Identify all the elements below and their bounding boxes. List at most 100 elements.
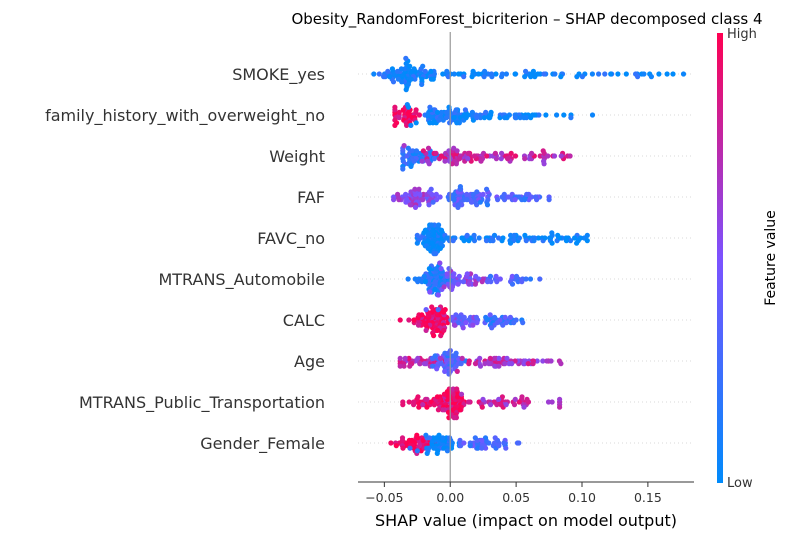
shap-point xyxy=(476,235,482,241)
shap-point xyxy=(549,399,555,405)
shap-point xyxy=(635,74,641,80)
shap-point xyxy=(524,396,530,402)
shap-point xyxy=(389,66,395,72)
shap-point xyxy=(552,71,558,77)
shap-point xyxy=(417,361,423,367)
shap-point xyxy=(420,63,426,69)
shap-point xyxy=(502,314,508,320)
shap-point xyxy=(430,435,436,441)
shap-point xyxy=(444,271,450,277)
shap-point xyxy=(394,68,401,74)
shap-point xyxy=(427,289,433,295)
shap-point xyxy=(433,266,439,272)
shap-point xyxy=(457,407,463,413)
shap-point xyxy=(567,153,573,159)
shap-point xyxy=(507,314,513,320)
shap-point xyxy=(501,191,507,197)
shap-point xyxy=(396,109,402,115)
shap-point xyxy=(407,63,413,69)
shap-point xyxy=(498,156,504,162)
shap-point xyxy=(482,361,488,367)
shap-point xyxy=(460,325,466,331)
shap-point xyxy=(558,361,564,367)
shap-point xyxy=(423,396,429,402)
shap-point xyxy=(436,222,442,228)
shap-point xyxy=(648,74,655,80)
shap-point xyxy=(503,402,509,408)
shap-point xyxy=(445,281,451,287)
shap-point xyxy=(412,186,418,192)
shap-point xyxy=(545,399,552,405)
shap-point xyxy=(432,353,438,359)
shap-point xyxy=(561,112,567,118)
x-axis-title: SHAP value (impact on model output) xyxy=(375,511,677,530)
shap-point xyxy=(483,238,490,244)
shap-point xyxy=(444,109,450,115)
shap-point xyxy=(487,355,493,361)
shap-point xyxy=(584,232,590,238)
shap-point xyxy=(436,117,442,123)
shap-point xyxy=(519,394,525,400)
shap-point xyxy=(442,158,448,164)
shap-point xyxy=(543,112,549,118)
shap-point xyxy=(501,440,507,446)
shap-point xyxy=(406,355,412,361)
shap-point xyxy=(428,186,434,192)
shap-point xyxy=(540,358,546,364)
shap-point xyxy=(563,238,570,244)
shap-point xyxy=(415,394,421,400)
shap-point xyxy=(393,443,399,449)
feature-label: FAF xyxy=(297,188,325,207)
shap-point xyxy=(440,407,446,413)
shap-point xyxy=(531,238,537,244)
shap-point xyxy=(574,74,580,80)
shap-point xyxy=(455,204,461,210)
shap-point xyxy=(489,325,495,331)
shap-point xyxy=(437,194,443,200)
colorbar-high-label: High xyxy=(727,27,757,42)
shap-point xyxy=(405,81,411,87)
shap-point xyxy=(415,322,422,328)
shap-point xyxy=(405,104,412,110)
shap-point xyxy=(451,115,457,121)
shap-point xyxy=(494,402,500,408)
shap-point xyxy=(549,240,555,246)
shap-point xyxy=(572,235,578,241)
shap-point xyxy=(423,307,429,313)
shap-point xyxy=(392,104,398,110)
shap-point xyxy=(426,435,432,441)
shap-point xyxy=(615,71,621,77)
shap-point xyxy=(469,109,475,115)
shap-point xyxy=(438,361,444,367)
shap-point xyxy=(486,440,492,446)
shap-point xyxy=(487,273,494,279)
shap-point xyxy=(411,158,417,164)
shap-point xyxy=(450,238,456,244)
shap-point xyxy=(471,238,478,244)
shap-point xyxy=(537,153,543,159)
shap-point xyxy=(496,355,502,361)
shap-point xyxy=(479,437,485,443)
shap-point xyxy=(500,322,506,328)
shap-point xyxy=(589,112,596,118)
shap-point xyxy=(408,122,414,128)
feature-label: SMOKE_yes xyxy=(232,65,325,85)
shap-point xyxy=(577,235,584,241)
shap-point xyxy=(503,445,509,451)
x-tick-label: 0.10 xyxy=(568,490,596,505)
shap-point xyxy=(523,276,529,282)
shap-point xyxy=(523,238,529,244)
shap-point xyxy=(512,115,519,121)
shap-point xyxy=(400,166,406,172)
feature-label: MTRANS_Automobile xyxy=(158,270,325,290)
shap-point xyxy=(589,71,596,77)
shap-point xyxy=(437,260,443,266)
shap-point xyxy=(532,112,538,118)
shap-point xyxy=(449,284,456,290)
shap-point xyxy=(505,156,511,162)
shap-point xyxy=(471,153,477,159)
shap-point xyxy=(430,363,436,369)
shap-point xyxy=(404,122,410,128)
shap-point xyxy=(441,327,447,333)
shap-point xyxy=(542,235,548,241)
